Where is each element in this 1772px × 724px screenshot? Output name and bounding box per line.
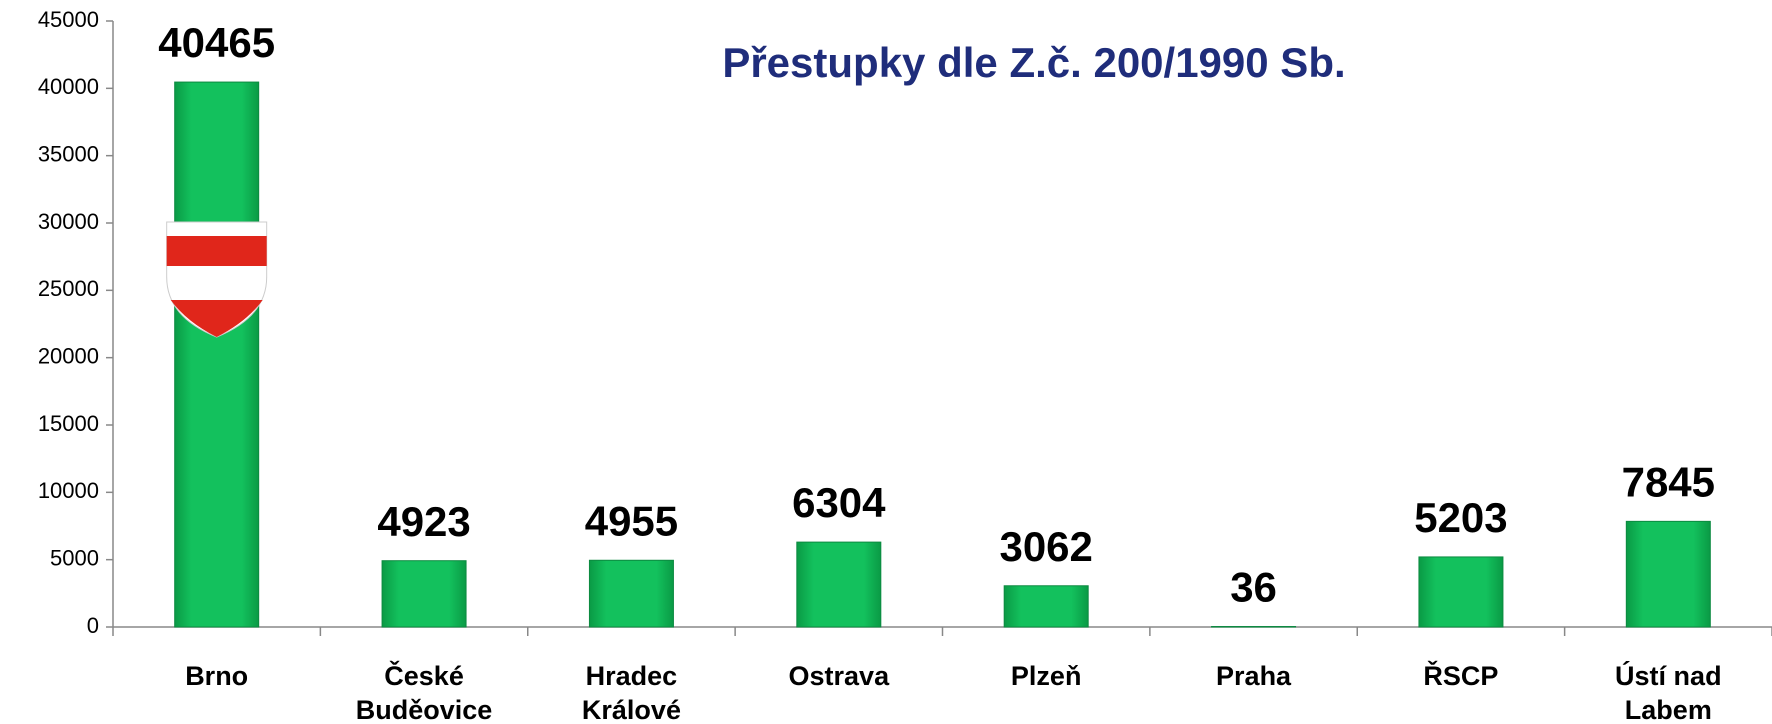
- value-label: 5203: [1414, 494, 1507, 541]
- x-tick-label: Praha: [1216, 661, 1292, 691]
- y-tick-label: 0: [87, 613, 99, 638]
- y-tick-label: 10000: [38, 478, 99, 503]
- y-tick-label: 30000: [38, 209, 99, 234]
- x-tick-label: Ostrava: [788, 661, 890, 691]
- x-tick-label: Brno: [185, 661, 249, 691]
- bar: [1625, 520, 1711, 628]
- x-tick-label: ŘSCP: [1423, 661, 1499, 691]
- value-label: 4955: [585, 497, 678, 544]
- bar: [1003, 585, 1089, 628]
- bar: [588, 559, 674, 628]
- y-tick-label: 35000: [38, 141, 99, 166]
- shield-stripe: [170, 300, 263, 337]
- bar: [381, 560, 467, 628]
- bar: [174, 81, 260, 628]
- x-tick-label: Hradec Králové: [581, 661, 681, 724]
- value-label: 6304: [792, 479, 886, 526]
- x-tick-label: Plzeň: [1010, 661, 1082, 691]
- y-tick-label: 15000: [38, 411, 99, 436]
- value-label: 4923: [377, 498, 470, 545]
- value-label: 3062: [999, 523, 1092, 570]
- value-label: 36: [1230, 564, 1277, 611]
- y-tick-label: 25000: [38, 276, 99, 301]
- bar: [1418, 556, 1504, 628]
- x-tick-label: České Buděovice: [355, 661, 493, 724]
- x-tick-label: Ústí nad Labem: [1615, 661, 1722, 724]
- y-tick-label: 40000: [38, 74, 99, 99]
- y-tick-label: 20000: [38, 343, 99, 368]
- bar: [796, 541, 882, 628]
- value-label: 40465: [158, 19, 275, 66]
- chart-title: Přestupky dle Z.č. 200/1990 Sb.: [722, 39, 1345, 86]
- value-label: 7845: [1622, 458, 1715, 505]
- y-tick-label: 5000: [50, 545, 99, 570]
- shield-stripe: [166, 236, 267, 266]
- y-tick-label: 45000: [38, 7, 99, 32]
